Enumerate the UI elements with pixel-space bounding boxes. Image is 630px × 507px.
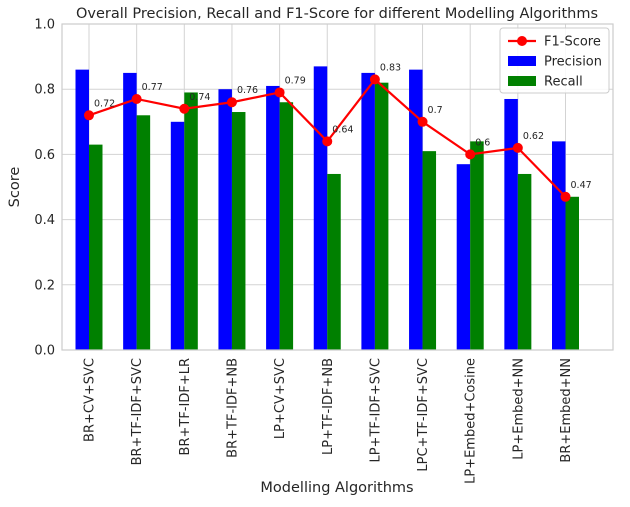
precision-bar [456, 164, 471, 350]
f1-score-point [84, 110, 94, 121]
plot-frame [61, 23, 614, 351]
f1-score-point [179, 103, 190, 114]
f1-score-point [369, 74, 380, 85]
precision-bar [552, 141, 566, 350]
x-tick-label: BR+Embed+NN [559, 358, 574, 463]
f1-data-label: 0.72 [94, 98, 115, 109]
f1-data-label: 0.76 [237, 85, 258, 96]
precision-bar [75, 69, 89, 350]
precision-bar [218, 89, 232, 350]
recall-bar [374, 82, 389, 351]
y-axis-label: Score [7, 167, 23, 208]
precision-bar [123, 72, 137, 351]
precision-bar [313, 66, 328, 350]
f1-data-label: 0.83 [380, 62, 401, 73]
precision-bar [266, 85, 280, 350]
f1-data-label: 0.7 [428, 105, 443, 116]
y-ticks: 0.0 0.2 0.4 0.6 0.8 1.0 [34, 18, 55, 359]
x-tick-label: LP+TF-IDF+SVC [368, 358, 383, 463]
f1-data-label: 0.6 [475, 137, 490, 148]
recall-bar [89, 144, 103, 350]
f1-data-label: 0.77 [142, 82, 163, 93]
f1-score-point [322, 136, 333, 147]
data-labels: 0.72 0.77 0.74 0.76 0.79 0.64 0.83 0.7 0.6 0.62 0.… [94, 62, 592, 190]
legend-precision-label: Precision [544, 55, 602, 70]
f1-score-point [560, 191, 571, 202]
legend: F1-Score Precision Recall [499, 27, 610, 94]
f1-score-point [226, 97, 237, 108]
y-tick-label: 0.4 [34, 213, 55, 228]
precision-bar [504, 98, 518, 350]
legend-f1-score-label: F1-Score [544, 35, 601, 50]
legend-precision-swatch [508, 56, 536, 66]
legend-f1-marker [517, 36, 527, 46]
recall-bar [279, 102, 294, 351]
y-tick-label: 0.2 [34, 278, 55, 293]
x-tick-label: BR+TF-IDF+NB [225, 358, 240, 458]
f1-score-point [131, 93, 142, 104]
x-tick-label: BR+CV+SVC [83, 358, 98, 442]
y-tick-label: 1.0 [34, 18, 55, 33]
recall-bar [517, 173, 532, 350]
x-tick-label: BR+TF-IDF+LR [178, 358, 193, 455]
x-tick-label: LP+Embed+NN [511, 358, 526, 460]
precision-bar [170, 121, 185, 350]
recall-bar [565, 196, 579, 350]
chart-title: Overall Precision, Recall and F1-Score f… [76, 6, 598, 22]
x-tick-label: LPC+TF-IDF+SVC [416, 358, 431, 472]
recall-bar [470, 141, 484, 350]
f1-score-point [512, 142, 523, 153]
f1-score-point [465, 149, 476, 160]
legend-recall-swatch [508, 76, 536, 86]
x-tick-label: LP+CV+SVC [273, 358, 288, 439]
precision-bar [361, 72, 375, 351]
f1-data-label: 0.62 [523, 131, 544, 142]
recall-bar [184, 92, 198, 351]
y-tick-label: 0.8 [34, 83, 55, 98]
recall-bar [327, 173, 341, 350]
f1-data-label: 0.47 [571, 180, 592, 191]
x-tick-label: LP+Embed+Cosine [464, 358, 479, 484]
precision-bar [409, 69, 423, 350]
recall-bar [136, 115, 151, 350]
x-axis-label: Modelling Algorithms [260, 480, 413, 496]
legend-recall-label: Recall [544, 75, 583, 90]
y-tick-label: 0.6 [34, 148, 55, 163]
recall-bar [231, 112, 246, 351]
f1-line-group [84, 74, 571, 202]
bars [75, 66, 579, 351]
x-tick-label: LP+TF-IDF+NB [321, 358, 336, 455]
x-tick-label: BR+TF-IDF+SVC [130, 358, 145, 465]
f1-data-label: 0.64 [332, 124, 353, 135]
x-ticks: BR+CV+SVC BR+TF-IDF+SVC BR+TF-IDF+LR BR+TF-… [83, 358, 575, 484]
f1-data-label: 0.79 [285, 75, 306, 86]
y-tick-label: 0.0 [34, 344, 55, 359]
recall-bar [422, 151, 437, 350]
f1-data-label: 0.74 [189, 92, 210, 103]
f1-score-point [274, 87, 285, 98]
f1-score-point [417, 116, 428, 127]
